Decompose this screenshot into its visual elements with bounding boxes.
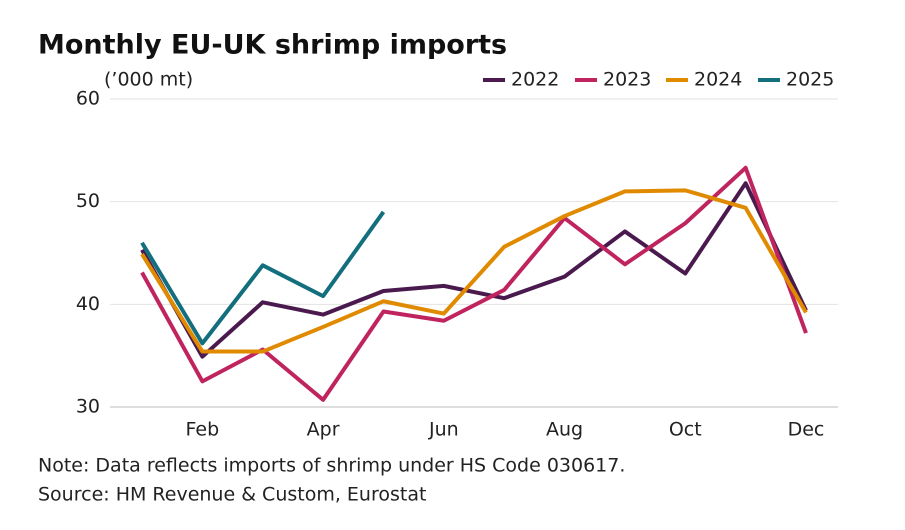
- line: [140, 188, 808, 354]
- line: [140, 165, 808, 402]
- x-tick-label: Jun: [428, 419, 459, 441]
- legend-label: 2022: [511, 69, 559, 91]
- legend-label: 2025: [786, 69, 834, 91]
- y-tick-label: 60: [76, 88, 100, 110]
- y-axis-label: (’000 mt): [104, 69, 193, 91]
- y-tick-label: 30: [76, 396, 100, 418]
- line: [140, 210, 386, 346]
- x-tick-label: Dec: [788, 419, 825, 441]
- x-tick-label: Feb: [186, 419, 220, 441]
- y-tick-label: 50: [76, 190, 100, 212]
- legend-label: 2024: [694, 69, 742, 91]
- source: Source: HM Revenue & Custom, Eurostat: [38, 484, 426, 506]
- y-tick-label: 40: [76, 293, 100, 315]
- note: Note: Data reflects imports of shrimp un…: [38, 455, 625, 477]
- x-tick-label: Apr: [307, 419, 340, 441]
- line: [140, 181, 808, 359]
- chart-title: Monthly EU-UK shrimp imports: [38, 30, 507, 61]
- x-tick-label: Aug: [546, 419, 583, 441]
- x-tick-label: Oct: [669, 419, 702, 441]
- legend-label: 2023: [603, 69, 651, 91]
